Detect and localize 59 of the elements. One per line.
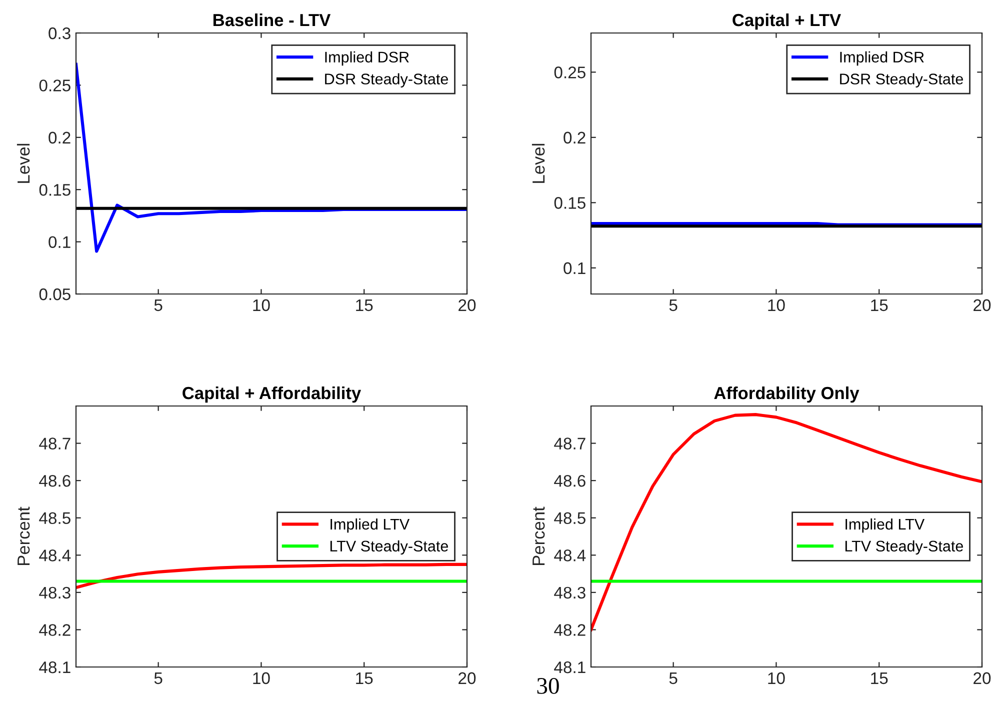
x-tick-label: 10	[768, 299, 785, 312]
y-axis-title: Level	[16, 144, 30, 183]
y-tick-label: 48.4	[39, 550, 71, 562]
x-tick-label: 15	[356, 299, 373, 312]
y-tick-label: 48.5	[554, 512, 586, 524]
x-tick-label: 5	[154, 672, 162, 684]
x-tick-label: 15	[871, 672, 888, 684]
legend-label: DSR Steady-State	[325, 73, 448, 88]
x-tick-label: 10	[768, 672, 785, 684]
x-tick-label: 10	[253, 299, 270, 312]
chart-title: Baseline - LTV	[213, 13, 331, 26]
y-tick-label: 48.1	[554, 661, 586, 674]
line-series	[591, 413, 982, 632]
y-tick-label: 48.3	[554, 586, 586, 599]
y-tick-label: 0.2	[564, 132, 586, 144]
y-tick-label: 0.15	[39, 184, 70, 196]
y-tick-label: 48.3	[39, 586, 70, 599]
x-tick-label: 5	[669, 672, 678, 684]
y-tick-label: 48.7	[39, 438, 70, 450]
y-tick-label: 0.2	[48, 132, 70, 144]
y-tick-label: 48.2	[39, 624, 70, 636]
x-tick-label: 20	[458, 672, 476, 684]
y-tick-label: 48.6	[39, 474, 70, 487]
legend-label: LTV Steady-State	[845, 540, 963, 555]
y-tick-label: 0.3	[48, 27, 70, 40]
y-tick-label: 0.05	[39, 288, 70, 300]
y-tick-label: 0.1	[564, 262, 586, 274]
line-series	[76, 562, 467, 590]
legend-label: Implied LTV	[330, 518, 410, 533]
y-tick-label: 48.4	[554, 550, 586, 562]
y-tick-label: 48.7	[554, 438, 586, 450]
legend-label: Implied DSR	[325, 51, 409, 66]
y-tick-label: 48.5	[39, 512, 70, 524]
y-axis-title: Level	[532, 144, 545, 183]
y-tick-label: 48.6	[554, 474, 586, 487]
x-tick-label: 15	[356, 672, 373, 684]
text: 30	[537, 678, 559, 694]
chart-title: Capital + LTV	[732, 13, 841, 30]
y-tick-label: 0.25	[554, 66, 586, 78]
y-axis-title: Percent	[532, 506, 545, 565]
y-tick-label: 0.1	[48, 236, 70, 248]
legend-label: LTV Steady-State	[330, 540, 448, 555]
y-tick-label: 48.2	[554, 624, 586, 636]
x-tick-label: 20	[974, 672, 991, 684]
y-axis-title: Percent	[18, 506, 30, 565]
x-tick-label: 10	[253, 672, 270, 684]
legend-label: Implied DSR	[840, 51, 924, 66]
chart-title: Affordability Only	[714, 386, 860, 403]
y-tick-label: 48.1	[39, 661, 70, 674]
x-tick-label: 5	[154, 299, 162, 312]
x-tick-label: 5	[669, 299, 678, 312]
chart-title: Capital + Affordability	[182, 386, 362, 403]
x-tick-label: 15	[871, 299, 888, 312]
y-tick-label: 0.25	[39, 80, 70, 92]
legend-label: DSR Steady-State	[840, 73, 963, 88]
legend-label: Implied LTV	[846, 518, 925, 533]
x-tick-label: 20	[458, 299, 476, 312]
x-tick-label: 20	[974, 299, 991, 312]
y-tick-label: 0.15	[554, 197, 586, 209]
